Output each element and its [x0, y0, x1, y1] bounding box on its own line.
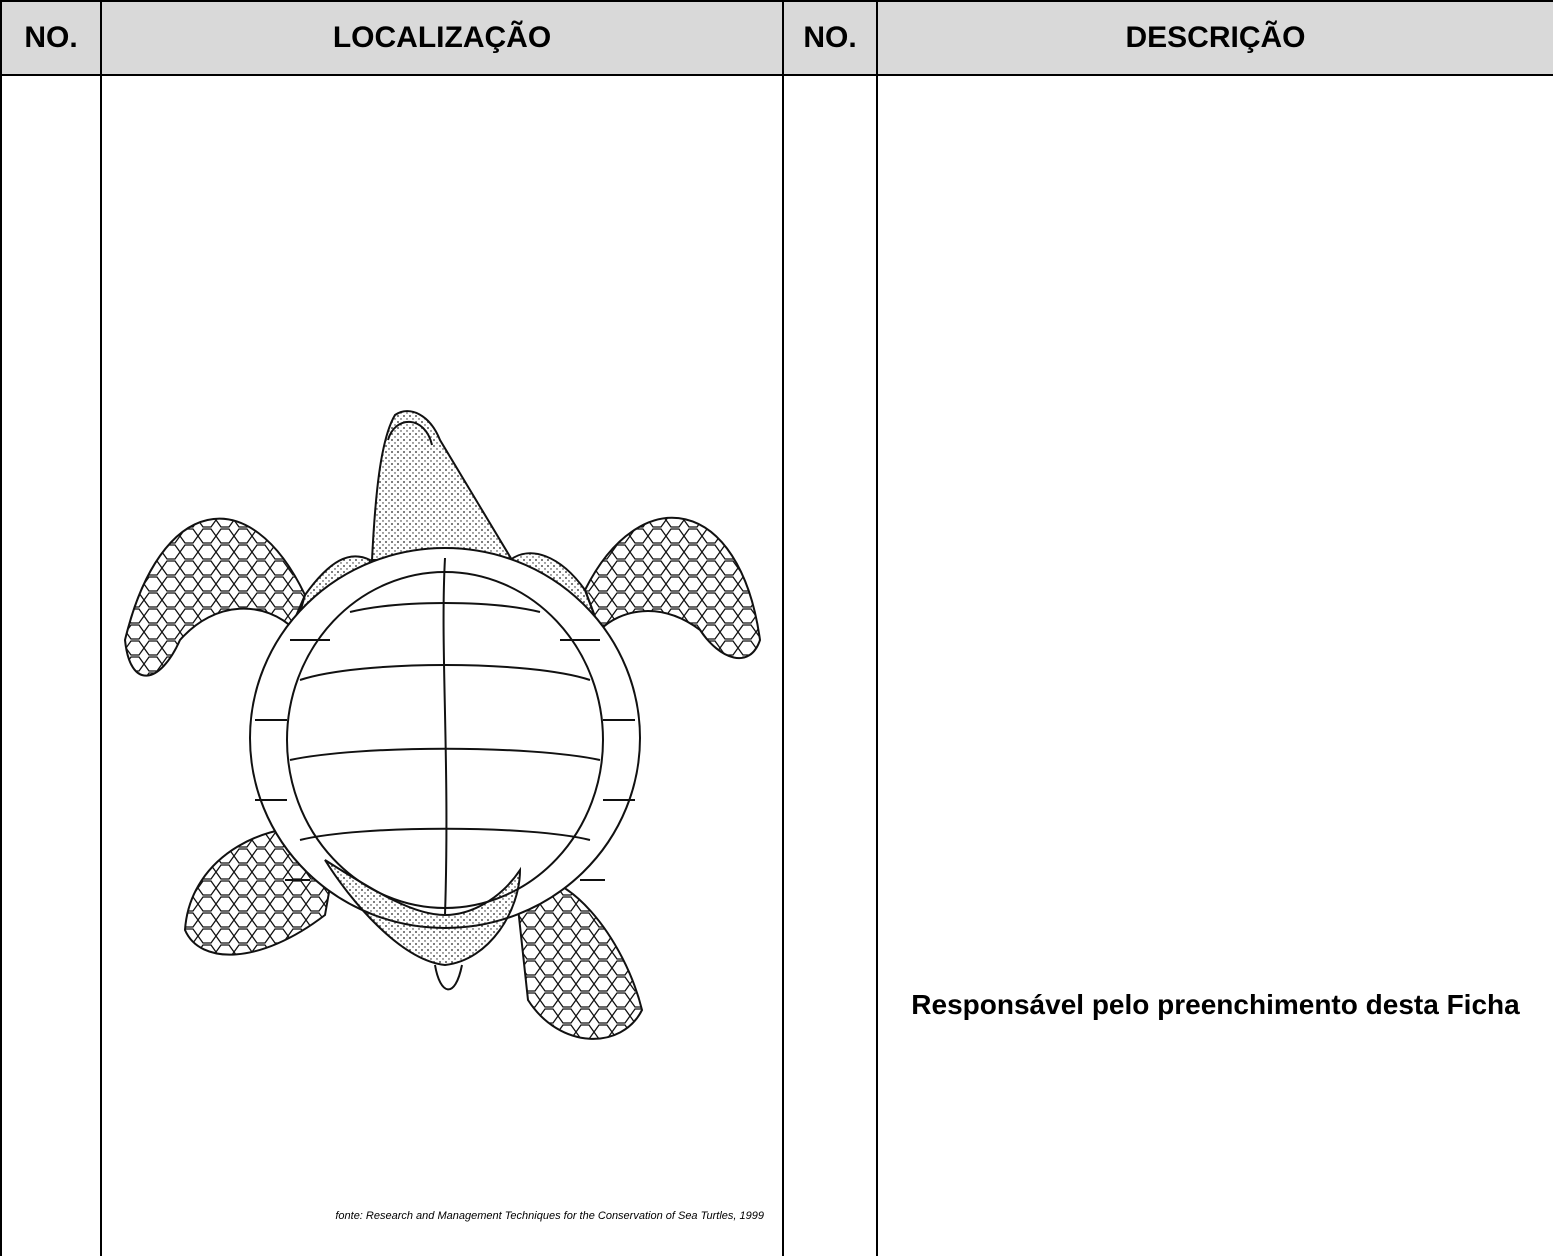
- carapace: [249, 547, 641, 929]
- head: [370, 410, 514, 561]
- figure-caption: fonte: Research and Management Technique…: [335, 1210, 764, 1222]
- tail: [434, 964, 463, 991]
- header-cell: NO.: [0, 0, 102, 76]
- tail-region: [324, 859, 522, 967]
- number-cell: [0, 76, 102, 1256]
- header-cell: NO.: [784, 0, 878, 76]
- header-cell: DESCRIÇÃO: [878, 0, 1553, 76]
- location-cell: fonte: Research and Management Technique…: [102, 76, 784, 1256]
- signature-label: Responsável pelo preenchimento desta Fic…: [911, 989, 1520, 1020]
- number-cell: [784, 76, 878, 1256]
- header-cell: LOCALIZAÇÃO: [102, 0, 784, 76]
- description-cell: Responsável pelo preenchimento desta Fic…: [878, 76, 1553, 1256]
